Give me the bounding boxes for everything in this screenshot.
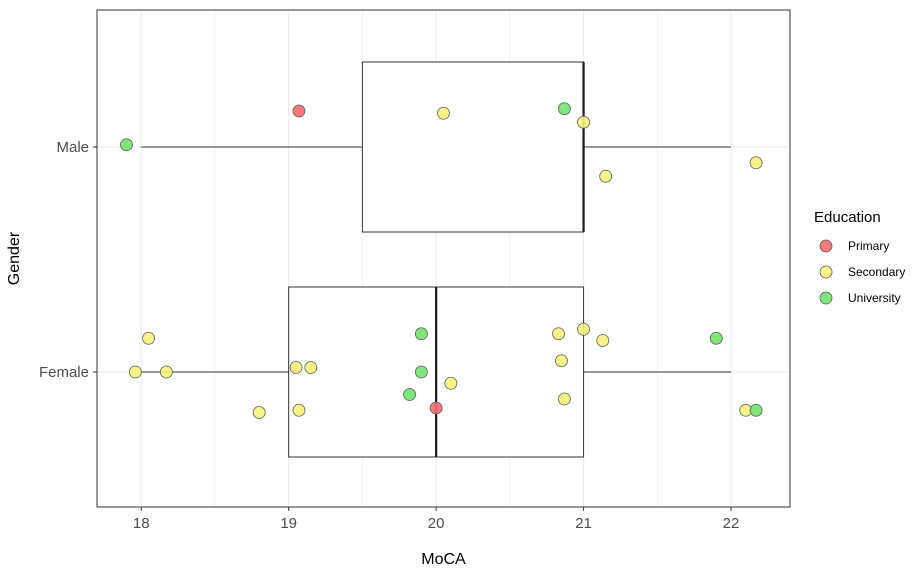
data-point-secondary xyxy=(444,376,458,390)
x-tick-label: 19 xyxy=(280,515,297,532)
legend-key-secondary xyxy=(819,265,833,279)
data-point-secondary xyxy=(558,392,571,406)
y-axis-ticks: Female Male xyxy=(39,139,97,381)
legend-title: Education xyxy=(814,209,881,226)
data-point-university xyxy=(749,403,763,417)
data-point-university xyxy=(403,388,416,401)
x-tick-label: 21 xyxy=(575,515,592,532)
data-points xyxy=(120,102,763,419)
data-point-university xyxy=(120,138,133,152)
data-point-secondary xyxy=(142,331,156,345)
box-female xyxy=(141,286,732,458)
x-tick-label: 18 xyxy=(133,515,150,532)
data-point-secondary xyxy=(555,354,568,368)
data-point-secondary xyxy=(304,361,318,374)
x-tick-label: 22 xyxy=(723,515,740,532)
x-axis-title: MoCA xyxy=(421,551,466,568)
data-point-university xyxy=(414,365,428,379)
x-tick-label: 20 xyxy=(428,515,445,532)
data-point-secondary xyxy=(289,361,303,374)
data-point-secondary xyxy=(577,115,590,129)
panel-border xyxy=(96,9,791,508)
legend: Education Primary Secondary University xyxy=(814,209,905,305)
boxplot-boxes xyxy=(141,61,732,458)
x-axis-ticks: 18 19 20 21 22 xyxy=(133,507,739,532)
legend-label-primary: Primary xyxy=(848,239,889,253)
data-point-secondary xyxy=(159,365,173,379)
data-point-secondary xyxy=(128,365,142,379)
data-point-primary xyxy=(429,401,443,415)
data-point-secondary xyxy=(749,156,763,170)
data-point-secondary xyxy=(252,406,266,419)
data-point-secondary xyxy=(577,322,590,336)
legend-label-university: University xyxy=(848,291,901,305)
y-tick-label: Female xyxy=(39,364,89,381)
y-tick-label: Male xyxy=(56,139,89,156)
data-point-university xyxy=(558,102,571,116)
data-point-secondary xyxy=(292,403,306,417)
data-point-university xyxy=(709,331,723,345)
box-iqr xyxy=(361,61,585,233)
data-point-secondary xyxy=(437,106,450,120)
data-point-secondary xyxy=(599,169,613,183)
box-male xyxy=(141,61,732,233)
data-point-primary xyxy=(292,104,306,118)
data-point-secondary xyxy=(552,327,565,341)
legend-key-university xyxy=(819,291,833,305)
legend-key-primary xyxy=(819,239,833,253)
data-point-secondary xyxy=(596,334,610,347)
legend-label-secondary: Secondary xyxy=(848,265,905,279)
data-point-university xyxy=(414,327,428,341)
y-axis-title: Gender xyxy=(6,231,23,285)
